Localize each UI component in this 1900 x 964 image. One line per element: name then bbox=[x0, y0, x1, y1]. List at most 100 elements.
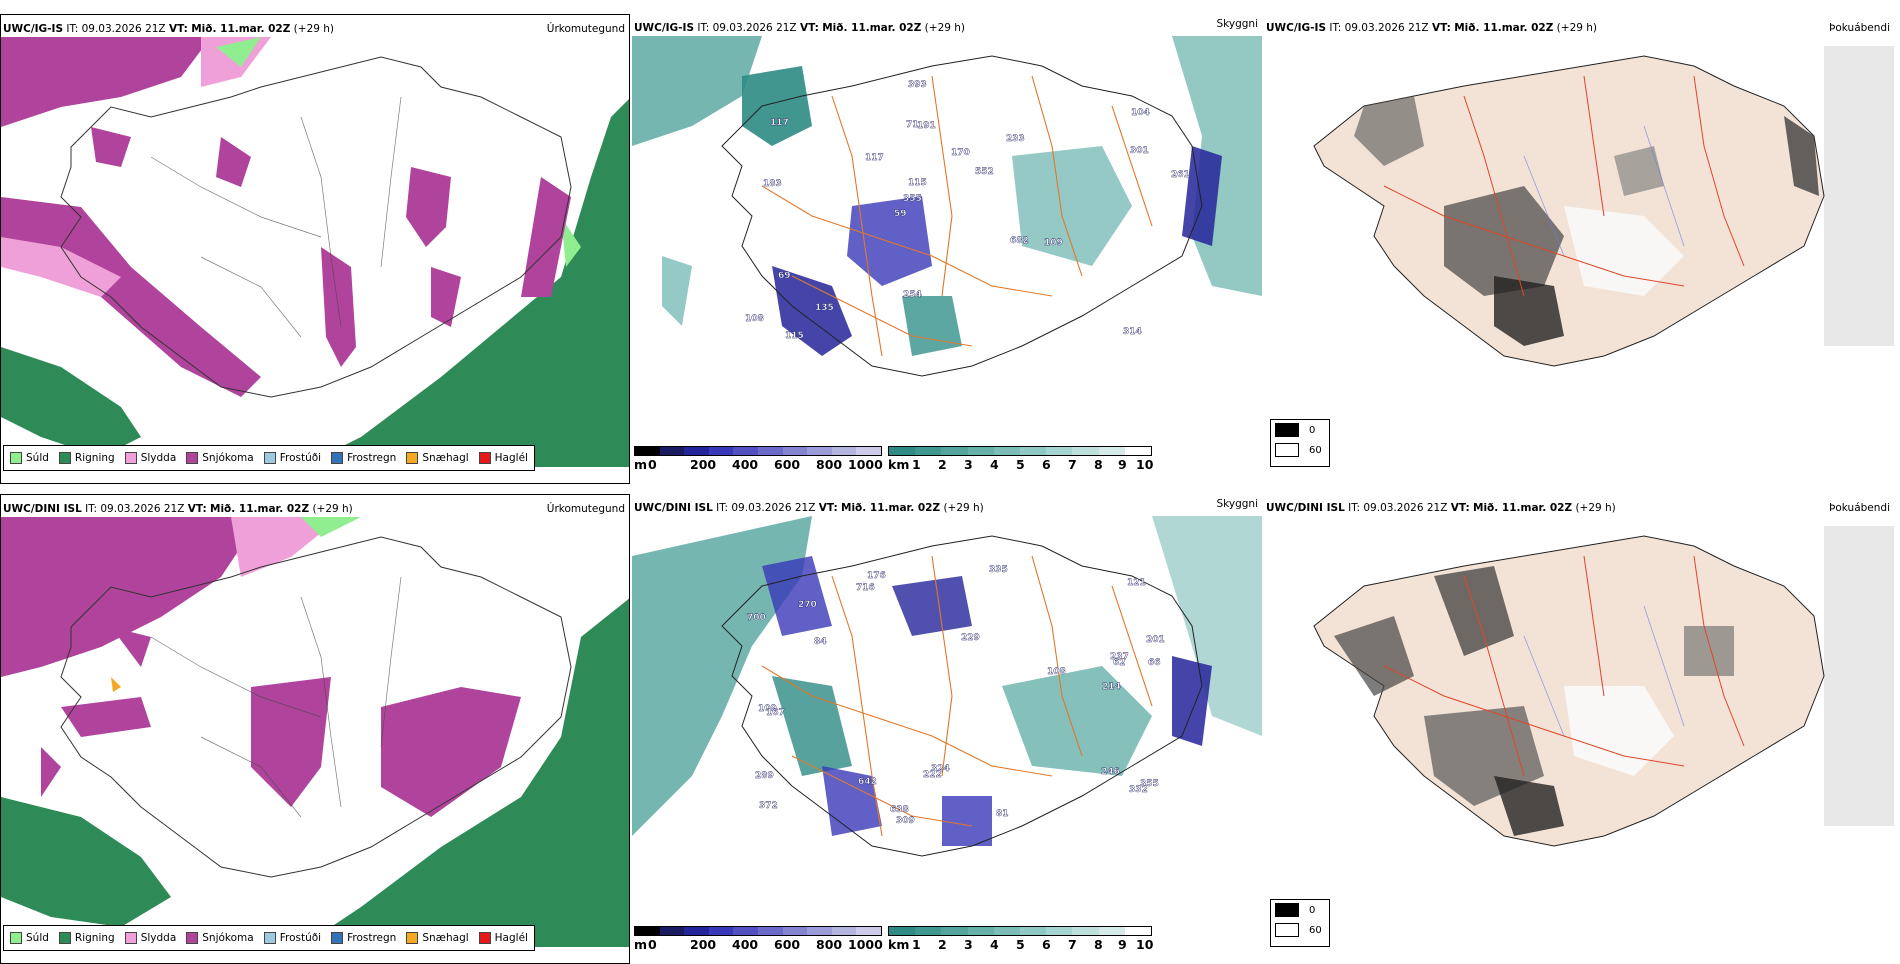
legend-item: Frostregn bbox=[331, 932, 396, 944]
ceiling-label: 170 bbox=[951, 148, 970, 158]
visibility-panel-row2: UWC/DINI ISL IT: 09.03.2026 21Z VT: Mið.… bbox=[632, 494, 1262, 964]
colorbar-swatch bbox=[831, 447, 857, 455]
ceiling-colorbar-swatches bbox=[634, 446, 882, 456]
ceiling-label: 117 bbox=[770, 118, 789, 128]
colorbar-swatch bbox=[856, 447, 881, 455]
colorbar-swatch bbox=[807, 447, 832, 455]
panel-title: Úrkomutegund bbox=[546, 23, 625, 35]
legend-item: Snjókoma bbox=[186, 452, 254, 464]
legend-item: Frostúði bbox=[263, 932, 321, 944]
colorbar-swatch bbox=[635, 927, 660, 935]
precip-type-panel-row2: UWC/DINI ISL IT: 09.03.2026 21Z VT: Mið.… bbox=[0, 494, 630, 964]
ceiling-label: 214 bbox=[1102, 682, 1121, 692]
colorbar-swatch bbox=[1020, 447, 1047, 455]
ceiling-label: 117 bbox=[865, 153, 884, 163]
panel-header: UWC/IG-IS IT: 09.03.2026 21Z VT: Mið. 11… bbox=[1266, 22, 1598, 34]
colorbar-swatch bbox=[1124, 927, 1152, 935]
ceiling-label: 301 bbox=[1130, 146, 1149, 156]
visibility-colorbar-swatches bbox=[888, 926, 1152, 936]
colorbar-swatch bbox=[1046, 927, 1073, 935]
colorbar-swatch bbox=[967, 447, 994, 455]
ceiling-colorbar: m 0 200 400 600 800 1000 bbox=[634, 446, 883, 476]
ceiling-colorbar: m 0 200 400 600 800 1000 bbox=[634, 926, 883, 956]
ceiling-label: 335 bbox=[989, 565, 1008, 575]
colorbar-swatch bbox=[782, 447, 808, 455]
ceiling-label: 109 bbox=[1044, 238, 1063, 248]
panel-title: Skyggni bbox=[1216, 498, 1259, 510]
ceiling-label: 66 bbox=[1148, 658, 1161, 668]
ceiling-label: 309 bbox=[896, 816, 915, 826]
colorbar-swatch bbox=[757, 927, 783, 935]
ceiling-label: 71 bbox=[906, 120, 919, 130]
colorbar-swatch bbox=[831, 927, 857, 935]
colorbar-swatch bbox=[856, 927, 881, 935]
panel-title: Þokuábendi bbox=[1829, 502, 1890, 514]
legend-item: Haglél bbox=[478, 452, 528, 464]
colorbar-swatch bbox=[1098, 927, 1125, 935]
ceiling-label: 237 bbox=[1110, 652, 1129, 662]
ceiling-label: 201 bbox=[1146, 635, 1165, 645]
colorbar-swatch bbox=[1124, 447, 1152, 455]
ceiling-label: 59 bbox=[894, 209, 907, 219]
legend-item: Rigning bbox=[58, 932, 115, 944]
colorbar-swatch bbox=[708, 447, 734, 455]
swatch bbox=[124, 932, 137, 944]
cloud-index-panel-row1: UWC/IG-IS IT: 09.03.2026 21Z VT: Mið. 11… bbox=[1264, 14, 1894, 484]
colorbar-swatch bbox=[757, 447, 783, 455]
ceiling-label: 69 bbox=[778, 271, 791, 281]
ceiling-label: 233 bbox=[1006, 134, 1025, 144]
legend-item: Snjókoma bbox=[186, 932, 254, 944]
colorbar-swatch bbox=[941, 447, 968, 455]
cloud-index-panel-row2: UWC/DINI ISL IT: 09.03.2026 21Z VT: Mið.… bbox=[1264, 494, 1894, 964]
swatch bbox=[10, 932, 22, 944]
colorbar-swatch bbox=[1072, 447, 1099, 455]
colorbar-swatch bbox=[807, 927, 832, 935]
ceiling-label: 716 bbox=[856, 583, 875, 593]
colorbar-swatch bbox=[733, 927, 758, 935]
colorbar-swatch bbox=[684, 927, 709, 935]
visibility-map: 246 201 355 229 372 176 237 642 121 84 66 700 214 309… bbox=[632, 516, 1262, 857]
swatch bbox=[331, 452, 344, 464]
legend-item: Rigning bbox=[58, 452, 115, 464]
visibility-panel-row1: UWC/IG-IS IT: 09.03.2026 21Z VT: Mið. 11… bbox=[632, 14, 1262, 484]
legend-item: Frostúði bbox=[263, 452, 321, 464]
colorbar-swatch bbox=[1046, 447, 1073, 455]
swatch bbox=[124, 452, 137, 464]
ceiling-label: 62 bbox=[1113, 658, 1126, 668]
colorbar-swatch bbox=[733, 447, 758, 455]
ceiling-label: 121 bbox=[1127, 578, 1146, 588]
swatch bbox=[1275, 423, 1299, 437]
ceiling-label: 372 bbox=[759, 801, 778, 811]
legend-item: Slydda bbox=[124, 932, 176, 944]
swatch bbox=[186, 452, 199, 464]
swatch bbox=[331, 932, 344, 944]
ceiling-label: 229 bbox=[961, 633, 980, 643]
swatch bbox=[406, 452, 419, 464]
visibility-colorbar: km 1 2 3 4 5 6 7 8 9 10 bbox=[888, 446, 1153, 476]
swatch bbox=[186, 932, 199, 944]
ceiling-label: 324 bbox=[931, 764, 950, 774]
legend-item: Súld bbox=[10, 932, 49, 944]
ceiling-label: 289 bbox=[755, 771, 774, 781]
ceiling-label: 254 bbox=[903, 290, 922, 300]
colorbar-swatch bbox=[684, 447, 709, 455]
ceiling-label: 191 bbox=[917, 121, 936, 131]
ceiling-label: 355 bbox=[903, 194, 922, 204]
ceiling-label: 642 bbox=[858, 777, 877, 787]
precip-type-panel-row1: UWC/IG-IS IT: 09.03.2026 21Z VT: Mið. 11… bbox=[0, 14, 630, 484]
ceiling-label: 393 bbox=[908, 80, 927, 90]
colorbar-swatch bbox=[782, 927, 808, 935]
swatch bbox=[263, 452, 276, 464]
panel-header: UWC/IG-IS IT: 09.03.2026 21Z VT: Mið. 11… bbox=[3, 23, 335, 35]
ceiling-colorbar-swatches bbox=[634, 926, 882, 936]
legend-item: Súld bbox=[10, 452, 49, 464]
colorbar-swatch bbox=[915, 927, 942, 935]
colorbar-swatch bbox=[659, 927, 685, 935]
swatch bbox=[1275, 443, 1299, 457]
ceiling-label: 222 bbox=[923, 770, 942, 780]
ceiling-label: 108 bbox=[1047, 667, 1066, 677]
cloud-index-map bbox=[1313, 526, 1894, 847]
legend-item: Haglél bbox=[478, 932, 528, 944]
panel-title: Skyggni bbox=[1216, 18, 1259, 30]
colorbar-swatch bbox=[941, 927, 968, 935]
